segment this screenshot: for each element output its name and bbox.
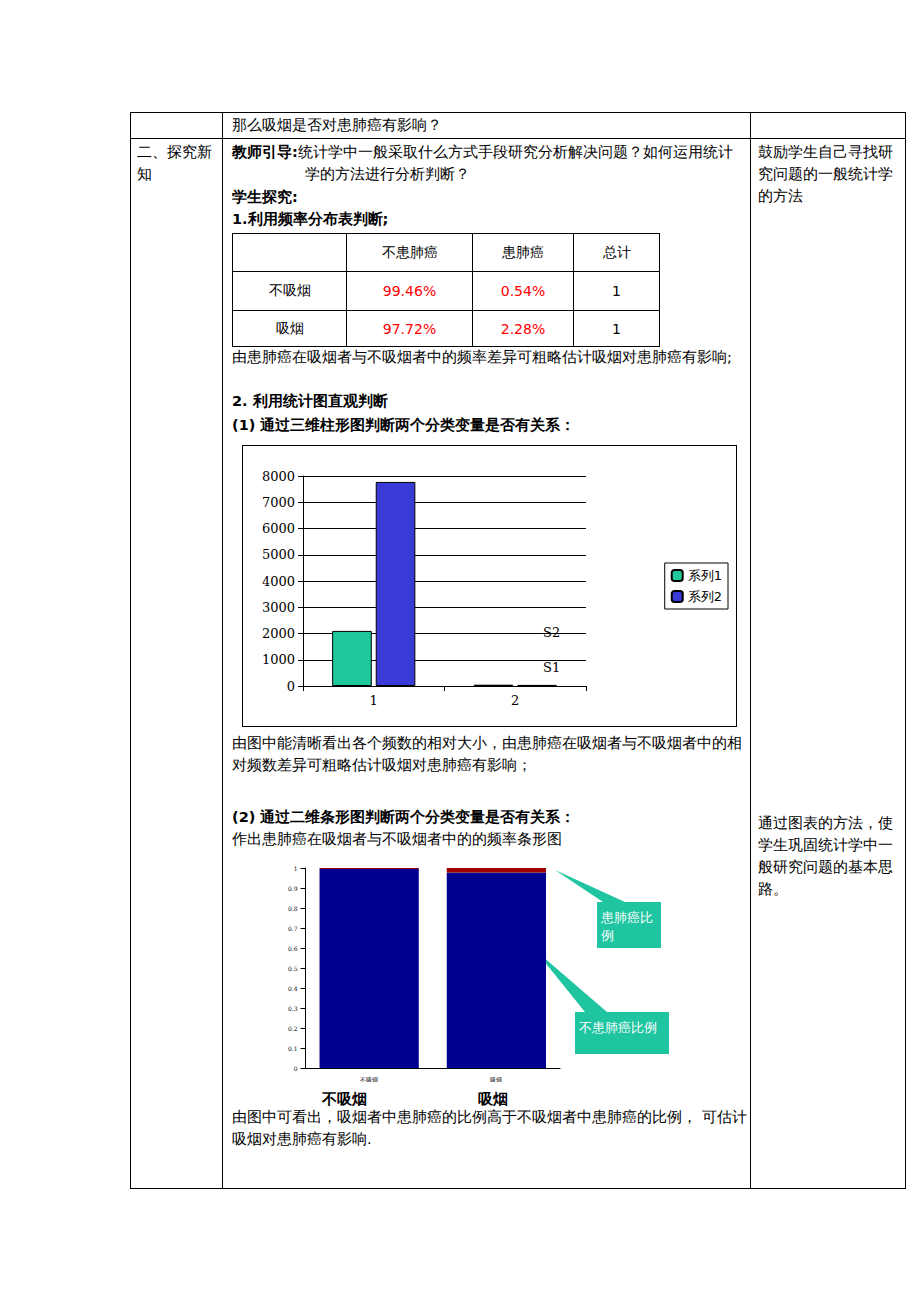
svg-text:0.7: 0.7 <box>288 925 298 932</box>
html-text:总计: 总计 <box>602 243 631 260</box>
html-text:不吸烟: 不吸烟 <box>268 282 311 298</box>
html-text:1: 1 <box>612 283 621 299</box>
svg-text:2000: 2000 <box>262 626 295 641</box>
html-text:那么吸烟是否对患肺癌有影响？: 那么吸烟是否对患肺癌有影响？ <box>232 117 442 133</box>
svg-text:8000: 8000 <box>262 469 295 484</box>
html-text:由患肺癌在吸烟者与不吸烟者中的频率差异可粗略估计吸烟对患肺癌: 由患肺癌在吸烟者与不吸烟者中的频率差异可粗略估计吸烟对患肺癌有影响; <box>232 349 732 365</box>
svg-text:S1: S1 <box>543 660 560 675</box>
svg-text:不患肺癌比例: 不患肺癌比例 <box>579 1020 657 1035</box>
html-text:鼓励学生自己寻找研究问题的一般统计学的方法: 鼓励学生自己寻找研究问题的一般统计学的方法 <box>758 144 893 204</box>
html-text:0.54%: 0.54% <box>500 283 546 299</box>
html-text:吸烟: 吸烟 <box>478 1091 508 1107</box>
svg-text:患肺癌比: 患肺癌比 <box>600 910 653 925</box>
html-text:99.46%: 99.46% <box>382 283 437 299</box>
html-text:(2) 通过二维条形图判断两个分类变量是否有关系：: (2) 通过二维条形图判断两个分类变量是否有关系： <box>232 809 576 825</box>
svg-text:0.4: 0.4 <box>288 985 298 992</box>
html-text:由图中可看出，吸烟者中患肺癌的比例高于不吸烟者中患肺癌的比例: 由图中可看出，吸烟者中患肺癌的比例高于不吸烟者中患肺癌的比例， 可估计吸烟对患肺… <box>232 1109 747 1147</box>
html-text:2.28%: 2.28% <box>500 320 546 337</box>
html-text:不患肺癌: 不患肺癌 <box>381 243 438 260</box>
svg-text:0.3: 0.3 <box>288 1005 298 1012</box>
html-text:吸烟: 吸烟 <box>275 319 304 336</box>
svg-text:4000: 4000 <box>262 574 295 589</box>
svg-text:1000: 1000 <box>262 652 295 667</box>
svg-text:0.8: 0.8 <box>288 905 298 912</box>
svg-text:0.1: 0.1 <box>288 1045 298 1052</box>
html-text:由图中能清晰看出各个频数的相对大小，由患肺癌在吸烟者与不吸烟: 由图中能清晰看出各个频数的相对大小，由患肺癌在吸烟者与不吸烟者中的相对频数差异可… <box>232 735 742 773</box>
svg-text:0: 0 <box>294 1065 298 1072</box>
html-text:97.72%: 97.72% <box>382 320 437 337</box>
svg-text:0.5: 0.5 <box>288 965 298 972</box>
html-text:患肺癌: 患肺癌 <box>502 243 544 260</box>
html-text:不吸烟: 不吸烟 <box>322 1091 367 1107</box>
svg-text:3000: 3000 <box>262 600 295 615</box>
html-text:(1) 通过三维柱形图判断两个分类变量是否有关系：: (1) 通过三维柱形图判断两个分类变量是否有关系： <box>232 417 576 433</box>
svg-text:5000: 5000 <box>262 547 295 562</box>
svg-text:系列1: 系列1 <box>688 568 722 583</box>
html-text:二、探究新知: 二、探究新知 <box>137 144 212 182</box>
svg-text:S2: S2 <box>543 625 560 640</box>
svg-text:0.2: 0.2 <box>288 1025 298 1032</box>
svg-text:2: 2 <box>511 693 519 708</box>
svg-text:7000: 7000 <box>262 495 295 510</box>
html-text:教师引导:统计学中一般采取什么方式手段研究分析解决问题？如何: 教师引导:统计学中一般采取什么方式手段研究分析解决问题？如何运用统计学的方法进行… <box>232 144 733 182</box>
svg-text:吸烟: 吸烟 <box>490 1076 502 1083</box>
svg-text:例: 例 <box>601 928 614 943</box>
html-text:作出患肺癌在吸烟者与不吸烟者中的的频率条形图: 作出患肺癌在吸烟者与不吸烟者中的的频率条形图 <box>232 831 562 847</box>
svg-text:1: 1 <box>294 865 298 872</box>
html-text:通过图表的方法，使学生巩固统计学中一般研究问题的基本思路。: 通过图表的方法，使学生巩固统计学中一般研究问题的基本思路。 <box>758 815 893 897</box>
svg-text:6000: 6000 <box>262 521 295 536</box>
svg-text:系列2: 系列2 <box>688 589 722 604</box>
html-text:2. 利用统计图直观判断: 2. 利用统计图直观判断 <box>232 393 388 409</box>
html-text:1.利用频率分布表判断;: 1.利用频率分布表判断; <box>232 211 389 227</box>
svg-text:0: 0 <box>287 679 295 694</box>
html-text:学生探究:: 学生探究: <box>232 189 298 205</box>
svg-text:1: 1 <box>370 693 378 708</box>
svg-text:0.9: 0.9 <box>288 885 298 892</box>
svg-text:不吸烟: 不吸烟 <box>360 1076 378 1083</box>
html-text:1: 1 <box>612 320 621 337</box>
svg-text:0.6: 0.6 <box>288 945 298 952</box>
